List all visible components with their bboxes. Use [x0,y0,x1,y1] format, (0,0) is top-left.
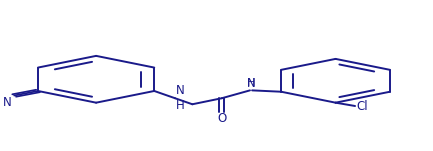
Text: N: N [247,77,255,90]
Text: H: H [176,99,184,112]
Text: N: N [176,84,184,97]
Text: N: N [3,96,12,109]
Text: O: O [217,112,226,125]
Text: Cl: Cl [356,100,368,112]
Text: H: H [247,78,255,88]
